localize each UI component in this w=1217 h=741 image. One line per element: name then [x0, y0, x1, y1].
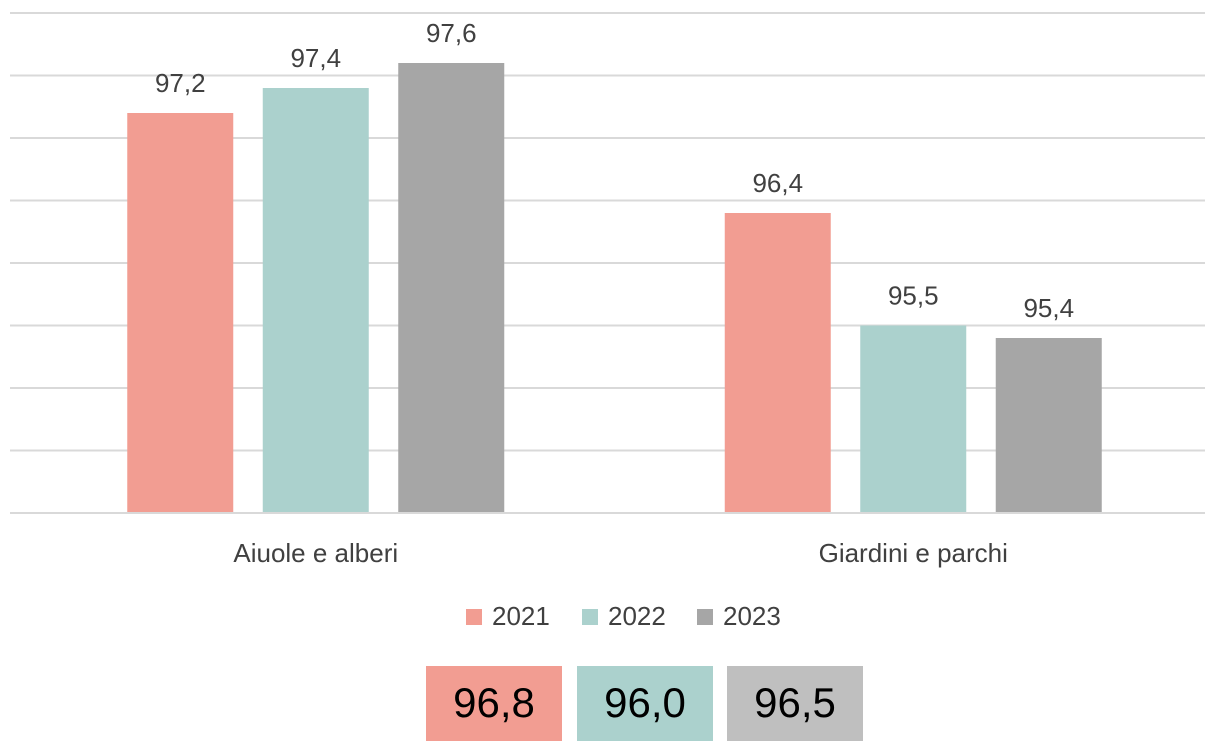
summary-label: 96,0 — [604, 679, 686, 726]
summary-box — [426, 666, 562, 741]
bar — [398, 63, 505, 513]
bar — [127, 113, 234, 513]
bar — [724, 213, 831, 513]
legend-label: 2023 — [723, 601, 781, 631]
bar — [262, 88, 369, 513]
summary-label: 96,5 — [754, 679, 836, 726]
x-tick-label: Giardini e parchi — [819, 538, 1008, 568]
x-tick-label: Aiuole e alberi — [233, 538, 398, 568]
bar — [995, 338, 1102, 513]
data-label: 97,4 — [290, 43, 341, 73]
data-label: 96,4 — [752, 168, 803, 198]
summary-box — [577, 666, 713, 741]
data-label: 95,5 — [888, 280, 939, 310]
summary-label: 96,8 — [453, 679, 535, 726]
data-label: 95,4 — [1023, 293, 1074, 323]
legend-swatch — [582, 609, 598, 625]
data-label: 97,6 — [426, 18, 477, 48]
legend-label: 2022 — [608, 601, 666, 631]
legend-swatch — [697, 609, 713, 625]
summary-box — [727, 666, 863, 741]
legend-label: 2021 — [492, 601, 550, 631]
data-label: 97,2 — [155, 68, 206, 98]
bar — [860, 325, 967, 513]
legend-swatch — [466, 609, 482, 625]
